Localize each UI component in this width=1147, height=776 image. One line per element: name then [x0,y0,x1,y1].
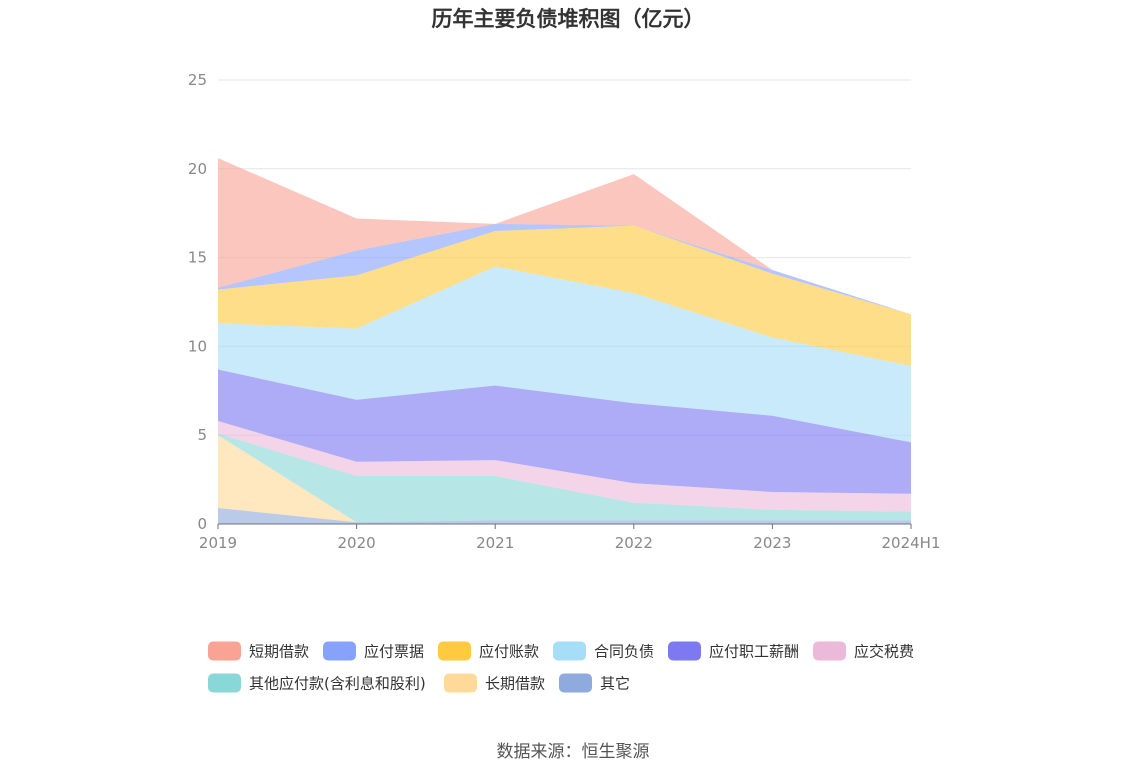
area-series-1 [218,435,911,523]
axes: 2019 2020 2021 2022 2023 2024H1 [199,523,941,552]
legend-item[interactable]: 长期借款 [444,673,545,693]
legend-swatch [553,641,586,661]
legend-item[interactable]: 其他应付款(含利息和股利) [208,673,426,693]
y-tick-label: 25 [188,71,207,89]
area-series-6 [218,225,911,366]
legend-item[interactable]: 应付职工薪酬 [668,641,799,661]
legend-swatch [438,641,471,661]
legend-label: 短期借款 [249,643,309,661]
stacked-areas [218,158,911,524]
legend-label: 长期借款 [485,675,545,693]
legend-item[interactable]: 其它 [559,673,630,693]
area-series-3 [218,421,911,512]
legend-swatch [559,673,592,693]
legend-item[interactable]: 合同负债 [553,641,654,661]
x-tick-label: 2023 [753,534,791,552]
legend-swatch [444,673,477,693]
legend-label: 其它 [600,675,630,693]
chart-title: 历年主要负债堆积图（亿元） [432,7,705,31]
x-tick-label: 2019 [199,534,237,552]
x-tick-label: 2021 [476,534,514,552]
y-tick-label: 20 [188,160,207,178]
area-series-4 [218,369,911,494]
area-series-0 [218,508,911,524]
legend-label: 应付账款 [479,643,539,661]
legend-swatch [208,673,241,693]
x-tick-label: 2024H1 [882,534,941,552]
legend-label: 应付票据 [364,643,424,661]
legend-label: 合同负债 [594,643,654,661]
area-series-5 [218,266,911,443]
legend-item[interactable]: 短期借款 [208,641,309,661]
area-series-2 [218,433,911,523]
area-series-7 [218,223,911,315]
source-note: 数据来源：恒生聚源 [497,742,650,762]
legend-swatch [208,641,241,661]
y-tick-label: 0 [197,515,207,533]
legend-swatch [668,641,701,661]
legend-label: 应付职工薪酬 [709,643,799,661]
x-tick-label: 2022 [615,534,653,552]
y-tick-label: 15 [188,249,207,267]
legend-item[interactable]: 应交税费 [813,641,914,661]
legend-swatch [813,641,846,661]
legend-item[interactable]: 应付账款 [438,641,539,661]
legend-swatch [323,641,356,661]
area-series-8 [218,158,911,315]
y-tick-label: 5 [197,426,207,444]
legend-item[interactable]: 应付票据 [323,641,424,661]
legend-label: 应交税费 [854,643,914,661]
x-tick-label: 2020 [338,534,376,552]
legend-label: 其他应付款(含利息和股利) [249,675,426,693]
y-tick-label: 10 [188,337,207,355]
